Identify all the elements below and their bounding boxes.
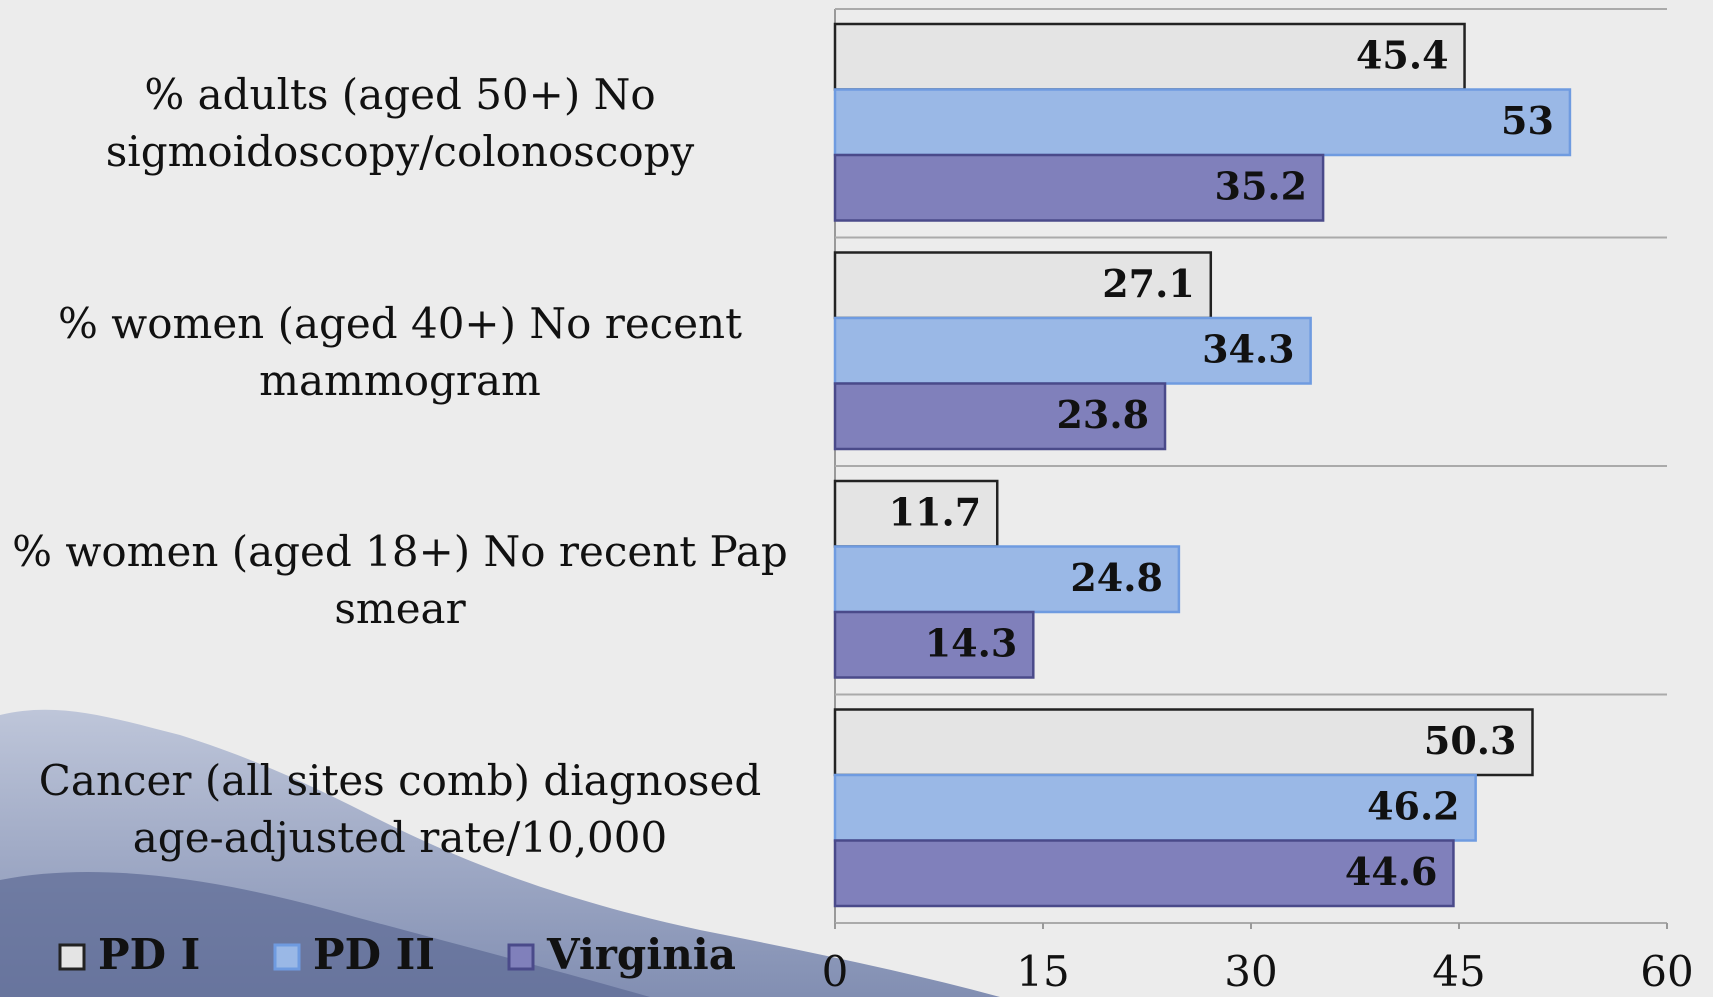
category-label: % women (aged 18+) No recent Pap smear [0, 523, 800, 637]
bar [833, 773, 1477, 842]
x-tick-label: 45 [1432, 947, 1485, 996]
data-label: 46.2 [1367, 783, 1460, 828]
legend-label: PD I [98, 930, 200, 979]
bar [833, 610, 1035, 679]
data-label: 45.4 [1356, 32, 1449, 77]
data-label: 24.8 [1070, 555, 1163, 600]
legend-label: PD II [313, 930, 435, 979]
data-label: 50.3 [1424, 718, 1517, 763]
data-label: 14.3 [925, 620, 1018, 665]
x-tick-label: 0 [822, 947, 849, 996]
category-text: % women (aged 18+) No recent Pap smear [12, 527, 788, 634]
bar [833, 251, 1213, 320]
legend-swatch [58, 943, 86, 971]
bar [833, 22, 1466, 91]
category-label: Cancer (all sites comb) diagnosed age-ad… [0, 752, 800, 866]
bar [833, 382, 1167, 451]
data-label: 53 [1501, 98, 1554, 143]
bar [833, 153, 1325, 222]
x-tick-label: 60 [1640, 947, 1693, 996]
legend-label: Virginia [546, 930, 736, 979]
data-label: 35.2 [1215, 163, 1308, 208]
bar [833, 839, 1455, 908]
bar [833, 316, 1312, 385]
x-tick-label: 15 [1016, 947, 1069, 996]
category-text: % women (aged 40+) No recent mammogram [58, 298, 742, 405]
background-mountain [0, 871, 650, 997]
category-label: % adults (aged 50+) No sigmoidoscopy/col… [0, 66, 800, 180]
legend-swatch [273, 943, 301, 971]
data-label: 11.7 [889, 489, 982, 534]
data-label: 23.8 [1056, 392, 1149, 437]
category-text: Cancer (all sites comb) diagnosed age-ad… [38, 755, 762, 862]
category-label: % women (aged 40+) No recent mammogram [0, 295, 800, 409]
bar [833, 88, 1572, 157]
bar [833, 479, 999, 548]
legend-swatch [507, 943, 535, 971]
data-label: 44.6 [1345, 849, 1438, 894]
data-label: 27.1 [1102, 261, 1195, 306]
category-text: % adults (aged 50+) No sigmoidoscopy/col… [105, 70, 695, 177]
x-tick-label: 30 [1224, 947, 1277, 996]
bar [833, 708, 1534, 777]
data-label: 34.3 [1202, 326, 1295, 371]
